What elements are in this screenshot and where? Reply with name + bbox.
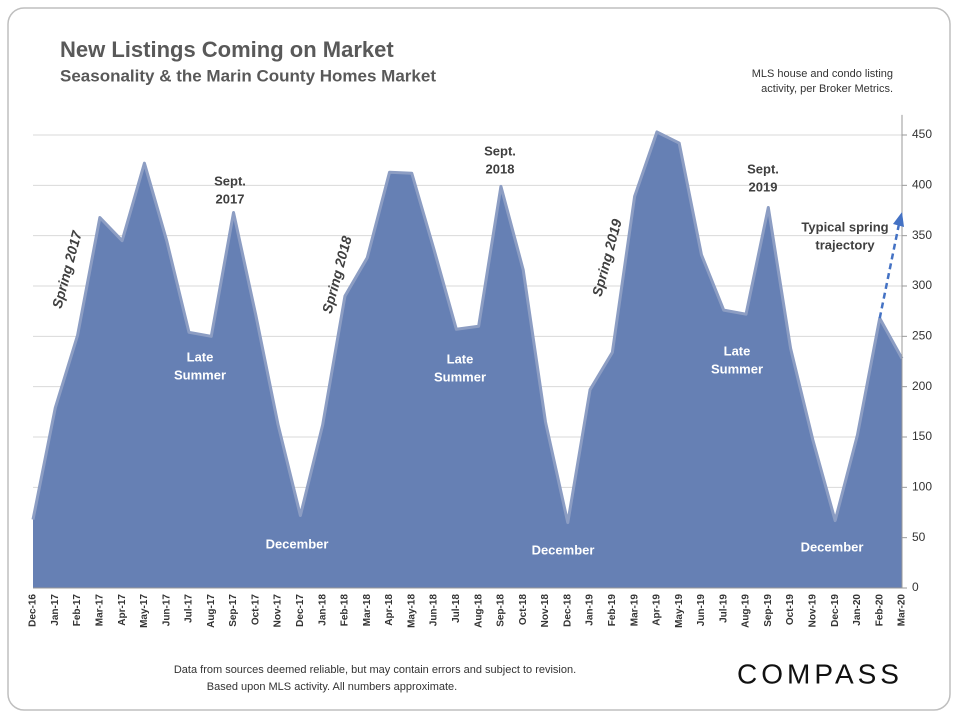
x-tick-label: Apr-19 [652, 594, 663, 626]
annotation: Summer [174, 367, 226, 382]
x-tick-label: Nov-18 [540, 594, 551, 628]
y-tick-label: 100 [912, 480, 932, 494]
annotation: Late [187, 349, 214, 364]
x-tick-label: Jan-17 [50, 594, 61, 626]
annotation: December [266, 536, 329, 551]
x-tick-label: Feb-18 [340, 594, 351, 627]
x-tick-label: Sep-19 [763, 594, 774, 627]
x-tick-label: May-18 [406, 594, 417, 628]
area [33, 131, 902, 589]
x-tick-label: Oct-17 [250, 594, 261, 626]
annotation: Late [724, 343, 751, 358]
x-tick-label: Oct-19 [785, 594, 796, 626]
x-tick-label: Dec-18 [562, 594, 573, 627]
y-tick-label: 450 [912, 127, 932, 141]
x-tick-label: Apr-17 [117, 594, 128, 626]
annotation: December [532, 542, 595, 557]
x-tick-label: Feb-20 [874, 594, 885, 627]
x-tick-label: Mar-19 [629, 594, 640, 627]
annotation: 2019 [749, 179, 778, 194]
annotation: 2017 [216, 191, 245, 206]
x-tick-label: Jul-18 [451, 594, 462, 623]
annotation: 2018 [486, 161, 515, 176]
annotation: Sept. [214, 173, 246, 188]
annotation: December [801, 539, 864, 554]
y-tick-label: 50 [912, 530, 926, 544]
footer: Data from sources deemed reliable, but m… [174, 664, 576, 676]
annotation: trajectory [815, 237, 875, 252]
x-tick-label: Jun-17 [161, 594, 172, 627]
x-tick-label: Feb-17 [72, 594, 83, 627]
x-tick-label: Mar-17 [94, 594, 105, 627]
x-tick-label: Oct-18 [518, 594, 529, 626]
x-tick-label: Aug-19 [741, 594, 752, 628]
annotation: Summer [711, 361, 763, 376]
annotation: Typical spring [801, 219, 888, 234]
x-tick-label: Jan-18 [317, 594, 328, 626]
x-tick-label: Feb-19 [607, 594, 618, 627]
x-tick-label: May-17 [139, 594, 150, 628]
arrow-head [893, 212, 904, 227]
x-tick-label: Jul-17 [184, 594, 195, 623]
x-tick-label: Nov-17 [273, 594, 284, 628]
logo: COMPASS [737, 658, 903, 689]
note: activity, per Broker Metrics. [761, 83, 893, 95]
area-line [31, 130, 904, 525]
x-tick-label: Apr-18 [384, 594, 395, 626]
x-tick-label: Sep-17 [228, 594, 239, 627]
annotation: Sept. [484, 143, 516, 158]
x-tick-label: Aug-17 [206, 594, 217, 628]
annotation: Sept. [747, 161, 779, 176]
x-tick-label: Jun-19 [696, 594, 707, 627]
y-tick-label: 300 [912, 278, 932, 292]
x-tick-label: Jun-18 [429, 594, 440, 627]
x-tick-label: Nov-19 [808, 594, 819, 628]
footer: Based upon MLS activity. All numbers app… [207, 681, 457, 693]
y-tick-label: 350 [912, 228, 932, 242]
chart-title: New Listings Coming on Market [60, 37, 394, 62]
x-tick-label: Sep-18 [496, 594, 507, 627]
y-tick-label: 150 [912, 429, 932, 443]
y-tick-label: 400 [912, 178, 932, 192]
x-tick-label: Aug-18 [473, 594, 484, 628]
x-tick-label: Dec-19 [830, 594, 841, 627]
x-tick-label: Dec-16 [28, 594, 39, 627]
x-tick-label: Jul-19 [718, 594, 729, 623]
x-tick-label: Jan-19 [585, 594, 596, 626]
x-tick-label: Jan-20 [852, 594, 863, 626]
y-tick-label: 0 [912, 580, 919, 594]
y-tick-label: 250 [912, 329, 932, 343]
x-tick-label: May-19 [674, 594, 685, 628]
x-tick-label: Mar-20 [897, 594, 908, 627]
note: MLS house and condo listing [752, 68, 893, 80]
x-tick-label: Dec-17 [295, 594, 306, 627]
y-tick-label: 200 [912, 379, 932, 393]
annotation: Late [447, 351, 474, 366]
x-tick-label: Mar-18 [362, 594, 373, 627]
chart-subtitle: Seasonality & the Marin County Homes Mar… [60, 66, 436, 85]
trend-arrow [878, 223, 901, 319]
annotation: Summer [434, 369, 486, 384]
